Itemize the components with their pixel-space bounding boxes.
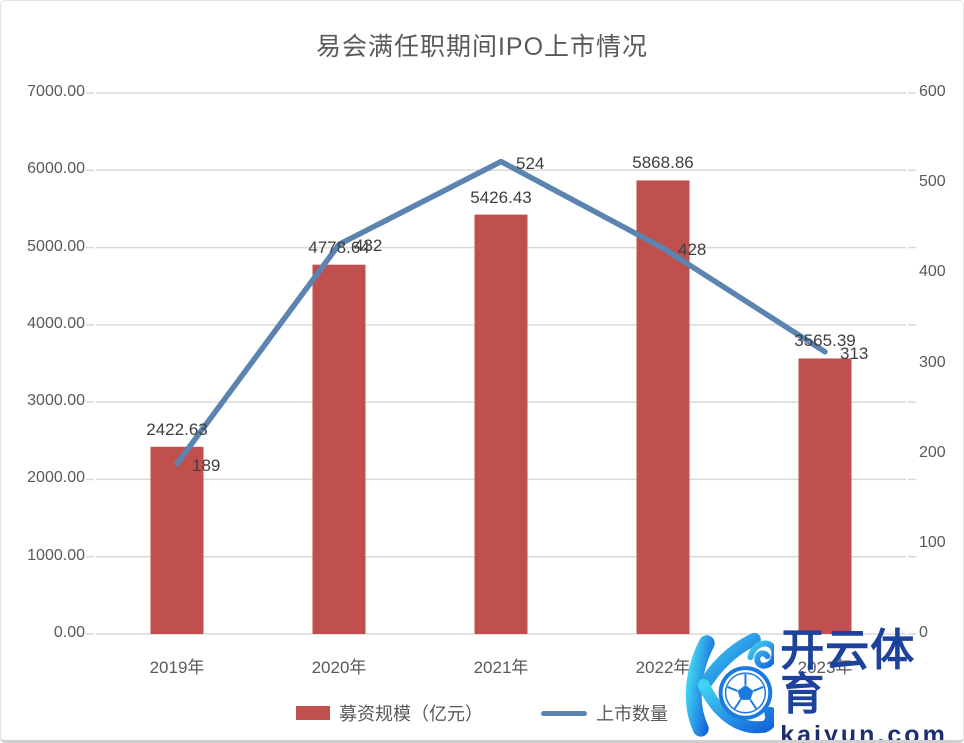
legend: 募资规模（亿元） 上市数量: [1, 700, 963, 726]
bar-series-swatch-icon: [296, 706, 330, 720]
legend-item-bar-series: 募资规模（亿元）: [296, 700, 483, 726]
bar-data-label: 2422.63: [146, 419, 208, 439]
bar-data-label: 4778.64: [308, 237, 370, 257]
left-axis-tick-label: 0.00: [53, 624, 85, 641]
left-axis-tick-label: 2000.00: [27, 469, 85, 487]
legend-item-line-series: 上市数量: [541, 700, 668, 726]
chart-title: 易会满任职期间IPO上市情况: [315, 33, 649, 61]
left-axis-tick-label: 4000.00: [27, 314, 85, 332]
bar-2022年: [636, 180, 690, 634]
right-axis-tick-label: 400: [919, 263, 946, 281]
left-axis-tick-label: 7000.00: [27, 83, 85, 100]
watermark-domain: kaiyun.com: [780, 720, 948, 743]
legend-bar-label: 募资规模（亿元）: [339, 704, 483, 724]
bar-2021年: [474, 214, 528, 634]
bar-2023年: [798, 358, 852, 634]
watermark-brand: 开云体育: [780, 625, 916, 719]
left-axis-tick-label: 6000.00: [27, 160, 85, 178]
line-data-label: 189: [192, 455, 221, 475]
bar-data-label: 3565.39: [794, 331, 856, 351]
line-series-swatch-icon: [541, 710, 587, 716]
bar-data-label: 5426.43: [470, 187, 532, 207]
watermark-text: 开云体育 kaiyun.com: [780, 625, 959, 743]
line-data-label: 313: [840, 343, 869, 363]
right-axis-tick-label: 300: [919, 353, 946, 371]
line-data-label: 428: [678, 240, 707, 260]
right-axis-tick-label: 0: [919, 624, 928, 641]
line-data-label: 524: [516, 153, 545, 173]
x-category-label: 2022年: [635, 658, 691, 677]
right-axis-tick-label: 200: [919, 443, 946, 461]
kaiyun-logo-icon: [685, 632, 775, 737]
left-axis-tick-label: 1000.00: [27, 546, 85, 564]
bar-2020年: [312, 264, 366, 634]
x-category-label: 2021年: [473, 658, 529, 677]
bar-2019年: [150, 446, 204, 634]
bar-data-label: 5868.86: [632, 153, 694, 173]
x-category-label: 2020年: [311, 658, 367, 677]
left-axis-tick-label: 3000.00: [27, 392, 85, 410]
line-data-label: 432: [354, 236, 383, 256]
legend-line-label: 上市数量: [596, 704, 668, 724]
left-axis-tick-label: 5000.00: [27, 237, 85, 255]
x-category-label: 2023年: [797, 658, 853, 677]
right-axis-tick-label: 600: [919, 83, 946, 100]
right-axis-tick-label: 100: [919, 533, 946, 551]
watermark: 开云体育 kaiyun.com: [667, 627, 959, 740]
right-axis-tick-label: 500: [919, 173, 946, 191]
line-series: [174, 158, 828, 467]
x-category-label: 2019年: [149, 658, 205, 677]
